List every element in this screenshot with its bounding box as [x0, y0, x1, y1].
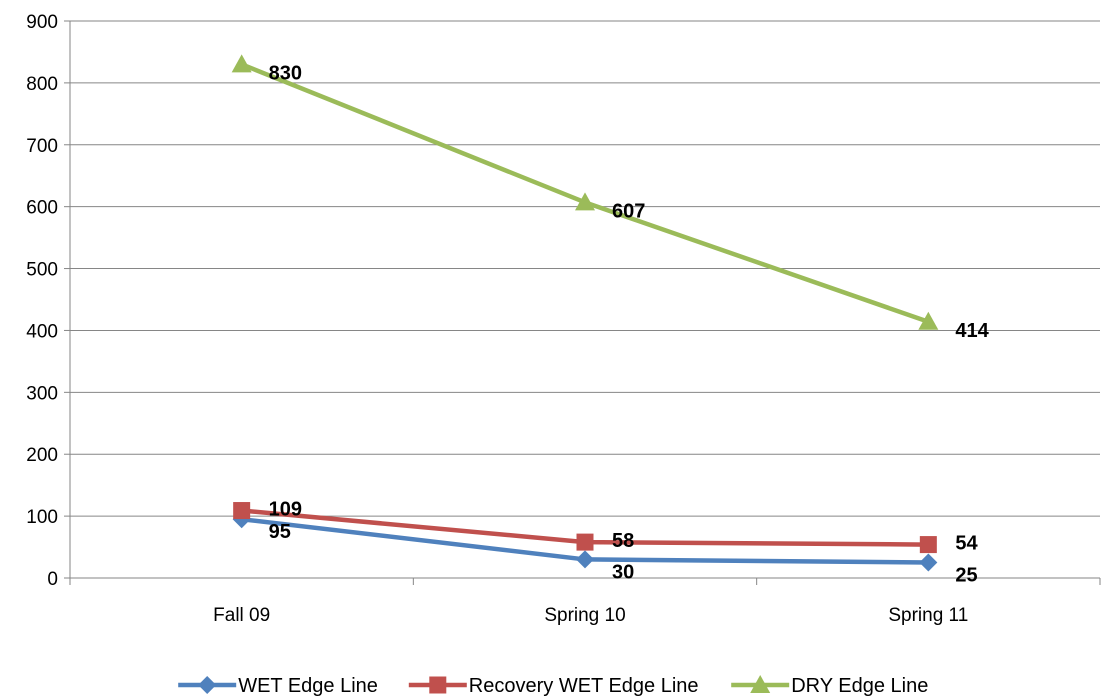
- legend-label: Recovery WET Edge Line: [469, 675, 699, 696]
- data-point: [233, 502, 251, 520]
- y-tick-label: 400: [26, 321, 58, 342]
- data-point: [919, 553, 938, 572]
- data-label: 30: [612, 561, 634, 583]
- y-tick-label: 500: [26, 260, 58, 281]
- data-label: 830: [269, 62, 302, 84]
- y-tick-label: 200: [26, 445, 58, 466]
- data-label: 58: [612, 530, 634, 552]
- legend-marker: [750, 675, 771, 693]
- y-tick-label: 900: [26, 12, 58, 33]
- data-point: [576, 533, 594, 551]
- y-tick-label: 0: [47, 569, 58, 590]
- x-tick-label: Spring 10: [544, 605, 625, 626]
- data-point: [576, 550, 594, 569]
- legend-marker: [429, 676, 447, 694]
- data-label: 54: [955, 533, 978, 555]
- data-label: 414: [955, 320, 989, 342]
- data-label: 25: [955, 565, 977, 587]
- y-tick-label: 100: [26, 507, 58, 528]
- x-tick-label: Fall 09: [213, 605, 270, 626]
- data-point: [919, 536, 937, 554]
- legend-label: WET Edge Line: [238, 675, 378, 696]
- data-label: 109: [269, 499, 302, 521]
- data-label: 95: [269, 521, 291, 543]
- legend-marker: [198, 676, 217, 694]
- data-label: 607: [612, 200, 645, 222]
- legend-label: DRY Edge Line: [791, 675, 928, 696]
- y-tick-label: 700: [26, 136, 58, 157]
- data-point: [918, 311, 939, 330]
- y-tick-label: 300: [26, 383, 58, 404]
- x-tick-label: Spring 11: [888, 605, 968, 626]
- data-point: [575, 192, 595, 211]
- y-tick-label: 800: [26, 74, 58, 95]
- data-point: [231, 54, 252, 73]
- y-tick-label: 600: [26, 198, 58, 219]
